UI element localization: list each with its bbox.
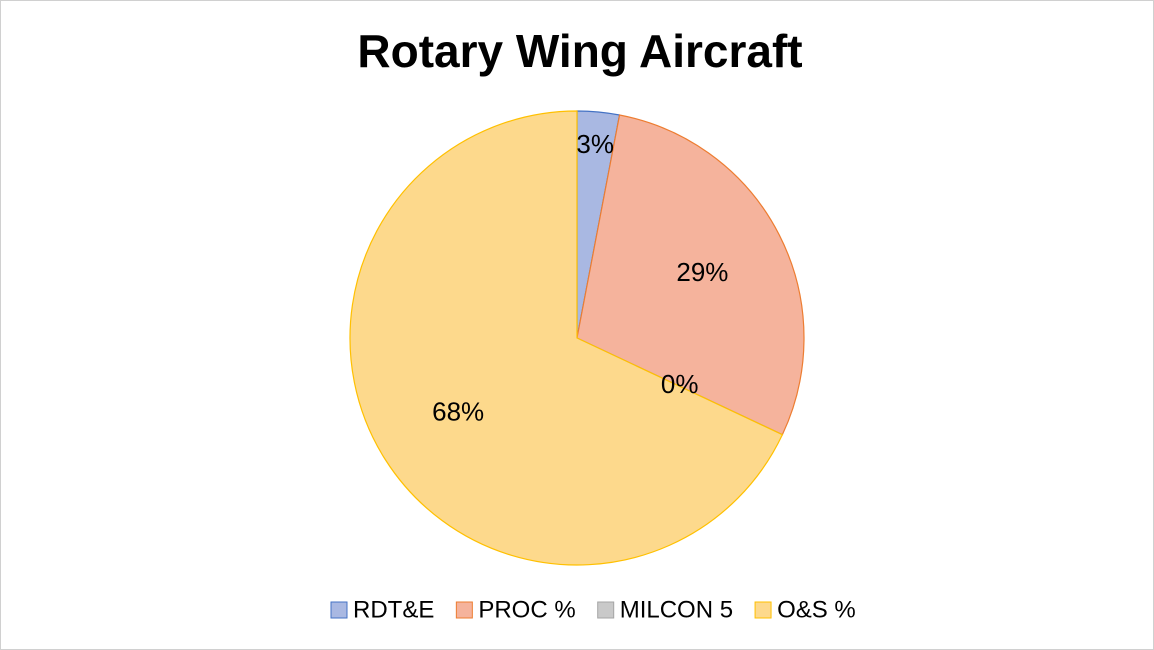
legend-label: MILCON 5 bbox=[620, 596, 733, 623]
chart-title: Rotary Wing Aircraft bbox=[357, 25, 802, 77]
legend-label: O&S % bbox=[777, 596, 856, 623]
legend-label: PROC % bbox=[478, 596, 575, 623]
data-label: 29% bbox=[676, 257, 728, 287]
data-label: 0% bbox=[661, 369, 699, 399]
legend-swatch bbox=[754, 601, 772, 619]
legend-swatch bbox=[597, 601, 615, 619]
legend-swatch bbox=[455, 601, 473, 619]
data-label: 3% bbox=[576, 129, 614, 159]
data-label: 68% bbox=[432, 396, 484, 426]
pie-slice bbox=[576, 114, 805, 436]
legend-label: RDT&E bbox=[353, 596, 434, 623]
legend-swatch bbox=[330, 601, 348, 619]
pie-slice bbox=[349, 110, 784, 566]
